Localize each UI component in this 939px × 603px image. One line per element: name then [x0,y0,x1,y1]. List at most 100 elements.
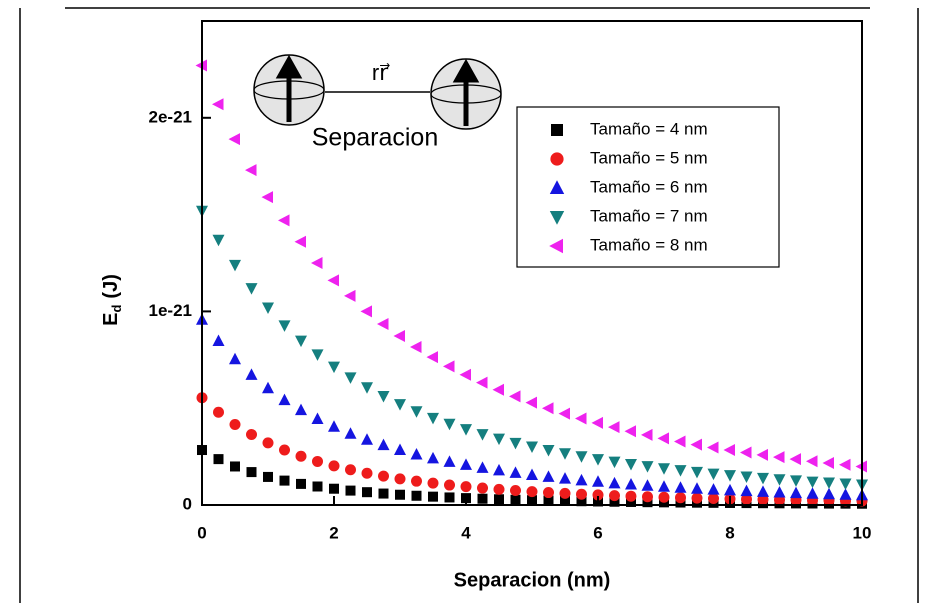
legend-marker [551,124,563,136]
data-point [444,492,455,503]
data-point [213,406,224,418]
data-point [773,474,786,486]
data-point [575,412,587,425]
data-point [395,489,405,500]
legend-label: Tamaño = 7 nm [590,206,708,225]
data-point [245,368,258,380]
data-point [575,473,588,486]
data-point [362,487,372,498]
data-point [493,433,505,446]
data-point [707,468,720,481]
data-point [328,460,340,472]
data-point [641,461,654,473]
data-point [510,485,521,497]
data-point [426,351,438,364]
inset-title: Separacion [312,124,438,152]
y-axis-label: Ed (J) [100,274,124,326]
data-point [229,352,241,365]
data-point [690,438,702,451]
data-point [278,393,291,406]
data-point [493,483,505,495]
data-point [328,420,340,432]
data-point [724,483,736,496]
data-point [723,444,735,457]
data-point [312,481,323,492]
data-point [542,470,555,482]
data-point [657,432,669,445]
y-tick-label: 0 [183,494,192,513]
data-point [393,329,405,342]
data-point [296,478,306,489]
data-point [575,451,588,463]
data-point [245,164,257,177]
data-point [278,320,291,332]
data-point [212,98,224,111]
data-point [443,455,456,467]
data-point [460,481,472,493]
data-point [428,491,438,502]
data-point [790,475,802,487]
data-point [509,466,522,478]
data-point [773,486,786,498]
data-point [823,487,835,500]
plot-frame [201,20,863,506]
y-axis-label-main: E [100,313,122,326]
data-point [559,487,571,499]
data-point [526,441,538,454]
data-point [476,429,489,441]
data-point [410,341,422,354]
data-point [576,496,587,507]
data-point [361,382,373,394]
data-point [344,372,357,384]
data-point [345,485,356,496]
data-point [740,471,753,484]
data-point [460,424,472,436]
data-point [839,458,851,471]
data-point [377,438,390,451]
data-point [542,402,554,415]
legend-label: Tamaño = 8 nm [590,235,708,254]
data-point [707,483,720,495]
data-point [459,368,471,381]
data-point [609,490,620,502]
data-point [411,475,422,487]
x-tick-label: 0 [197,523,206,542]
data-point [229,418,241,430]
data-point [212,334,225,347]
data-point [592,475,604,487]
data-point [510,494,521,505]
data-point [642,491,653,503]
data-point [263,471,273,482]
data-point [509,390,521,403]
data-point [246,467,257,478]
data-point [261,191,273,204]
data-point [377,317,389,330]
data-point [360,305,372,318]
data-point [625,458,637,471]
data-point [576,488,587,500]
data-point [691,482,703,494]
data-point [311,349,324,361]
inset-diagram: rr⃗ Separacion [253,54,502,152]
data-point [740,446,752,459]
data-point [246,429,257,441]
data-point [410,447,423,460]
data-point [626,496,636,507]
y-tick-label: 1e-21 [149,301,192,320]
data-point [740,484,753,497]
data-point [674,435,686,448]
data-point [494,494,504,505]
data-point [361,467,373,479]
data-point [592,454,604,466]
data-point [262,437,274,449]
data-point [509,437,522,450]
legend-marker [550,152,564,166]
data-point [444,479,455,491]
data-point [427,451,439,464]
y-tick-label: 2e-21 [149,107,192,126]
data-point [823,477,835,490]
data-point [757,472,769,485]
data-point [476,461,489,473]
data-point [707,441,719,454]
